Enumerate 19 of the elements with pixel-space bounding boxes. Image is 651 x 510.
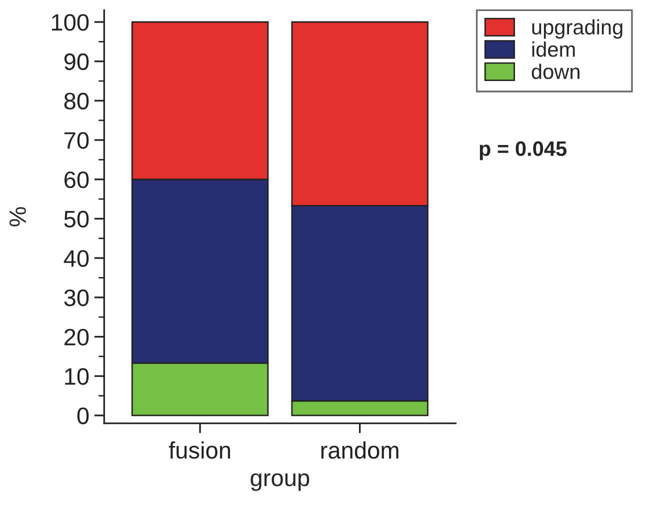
x-tick-label: fusion — [168, 441, 230, 459]
legend-label: idem — [532, 42, 575, 57]
legend-label: upgrading — [532, 19, 622, 39]
y-tick-label: 10 — [65, 368, 89, 385]
y-tick-label: 100 — [52, 14, 89, 31]
y-tick-label: 50 — [64, 210, 89, 228]
y-tick-label: 30 — [64, 289, 89, 306]
y-tick-label: 60 — [64, 171, 89, 188]
x-tick-label: random — [321, 441, 398, 459]
x-axis-title: group — [250, 473, 310, 491]
y-axis-title: % — [9, 207, 26, 226]
y-tick-label: 70 — [64, 132, 89, 149]
text: p = 0.045 — [480, 141, 567, 160]
y-tick-label: 0 — [77, 408, 89, 424]
legend-label: down — [532, 64, 580, 80]
y-tick-label: 90 — [64, 53, 89, 70]
y-tick-label: 80 — [64, 92, 89, 110]
y-tick-label: 20 — [64, 328, 89, 346]
y-tick-label: 40 — [64, 250, 89, 267]
